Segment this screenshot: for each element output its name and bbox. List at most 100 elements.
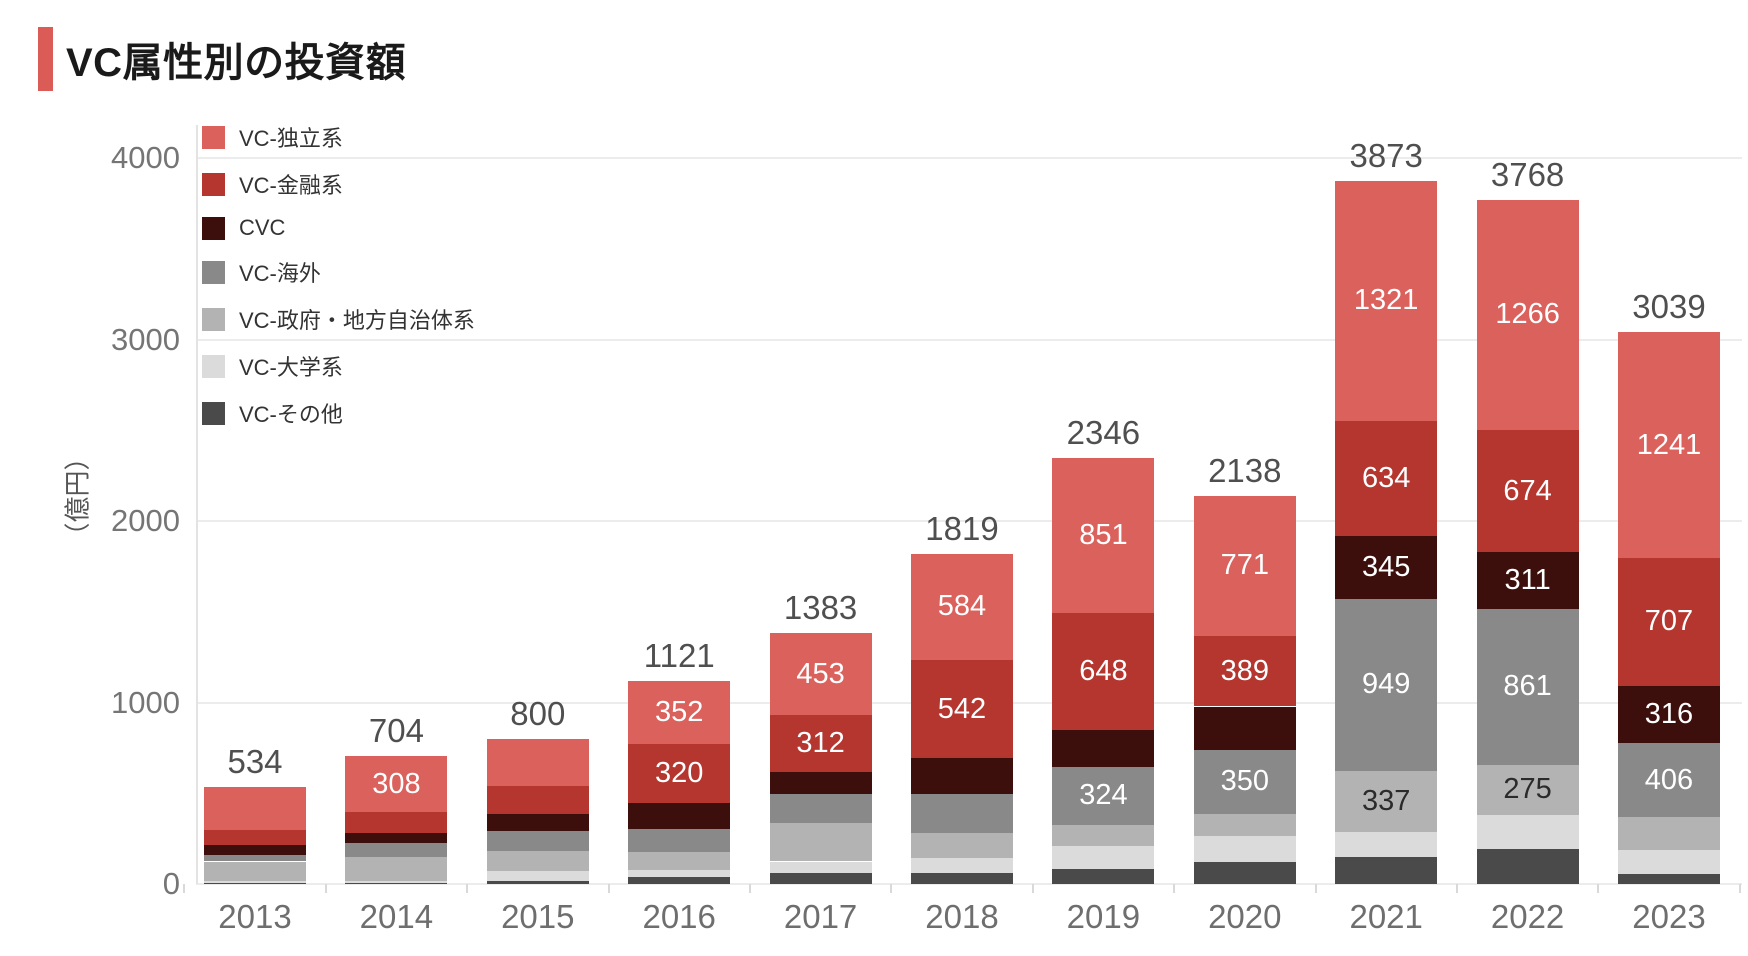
bar-segment-2016-VC-海外[interactable] bbox=[628, 829, 731, 853]
legend-label: VC-政府・地方自治体系 bbox=[239, 308, 475, 333]
bar-segment-2015-VC-政府・地方自治体系[interactable] bbox=[486, 851, 589, 872]
bar-segment-2015-CVC[interactable] bbox=[486, 814, 589, 832]
bar-segment-2016-VC-金融系[interactable]: 320 bbox=[628, 744, 731, 803]
bar-segment-2021-VC-独立系[interactable]: 1321 bbox=[1335, 181, 1438, 421]
bar-segment-2016-VC-大学系[interactable] bbox=[628, 870, 731, 877]
bar-segment-2023-VC-海外[interactable]: 406 bbox=[1618, 743, 1720, 818]
bar-segment-2020-VC-金融系[interactable]: 389 bbox=[1193, 635, 1296, 707]
bar-segment-2019-VC-政府・地方自治体系[interactable] bbox=[1052, 825, 1155, 846]
bar-segment-2022-VC-その他[interactable] bbox=[1476, 848, 1579, 884]
bar-segment-2017-CVC[interactable] bbox=[769, 771, 872, 794]
bar-segment-2023-CVC[interactable]: 316 bbox=[1618, 685, 1720, 744]
bar-segment-2022-VC-政府・地方自治体系[interactable]: 275 bbox=[1476, 764, 1579, 815]
bar-segment-2019-VC-海外[interactable]: 324 bbox=[1052, 766, 1155, 826]
bar-segment-2022-CVC[interactable]: 311 bbox=[1476, 552, 1579, 609]
bar-segment-2019-VC-大学系[interactable] bbox=[1052, 845, 1155, 869]
bar-segment-2022-VC-独立系[interactable]: 1266 bbox=[1476, 200, 1579, 430]
bar-segment-2014-CVC[interactable] bbox=[345, 833, 448, 843]
bar-2021: 337 949 345 634 1321 bbox=[1335, 181, 1438, 884]
bar-segment-2020-CVC[interactable] bbox=[1193, 706, 1296, 751]
bar-segment-2019-CVC[interactable] bbox=[1052, 730, 1155, 767]
legend-item-VC-政府・地方自治体系[interactable]: VC-政府・地方自治体系 bbox=[202, 303, 475, 335]
bar-segment-2015-VC-金融系[interactable] bbox=[486, 785, 589, 815]
total-label-2023: 3039 bbox=[1632, 288, 1706, 326]
y-tick-4000: 4000 bbox=[111, 140, 180, 175]
bar-segment-2018-VC-独立系[interactable]: 584 bbox=[911, 553, 1013, 660]
bar-segment-2018-CVC[interactable] bbox=[911, 758, 1013, 794]
bar-segment-2017-VC-政府・地方自治体系[interactable] bbox=[769, 823, 872, 862]
bar-segment-2013-VC-政府・地方自治体系[interactable] bbox=[204, 861, 306, 881]
bar-segment-2013-VC-大学系[interactable] bbox=[204, 880, 306, 883]
bar-segment-2015-VC-独立系[interactable] bbox=[486, 738, 589, 786]
bar-segment-2023-VC-その他[interactable] bbox=[1618, 874, 1720, 884]
bar-segment-2015-VC-大学系[interactable] bbox=[486, 871, 589, 882]
bar-segment-2022-VC-大学系[interactable] bbox=[1476, 814, 1579, 849]
bar-segment-2020-VC-大学系[interactable] bbox=[1193, 836, 1296, 862]
bar-segment-2018-VC-金融系[interactable]: 542 bbox=[911, 659, 1013, 759]
bar-segment-2017-VC-金融系[interactable]: 312 bbox=[769, 715, 872, 772]
bar-segment-2022-VC-海外[interactable]: 861 bbox=[1476, 608, 1579, 765]
bar-segment-2019-VC-金融系[interactable]: 648 bbox=[1052, 612, 1155, 731]
legend-item-VC-海外[interactable]: VC-海外 bbox=[202, 256, 475, 288]
bar-segment-2023-VC-金融系[interactable]: 707 bbox=[1618, 557, 1720, 686]
bar-segment-2017-VC-その他[interactable] bbox=[769, 873, 872, 884]
legend-item-VC-金融系[interactable]: VC-金融系 bbox=[202, 168, 475, 200]
bar-segment-2021-CVC[interactable]: 345 bbox=[1335, 535, 1438, 599]
bar-segment-2022-VC-金融系[interactable]: 674 bbox=[1476, 429, 1579, 553]
bar-segment-2013-VC-独立系[interactable] bbox=[204, 787, 306, 830]
bar-segment-2017-VC-独立系[interactable]: 453 bbox=[769, 632, 872, 716]
bar-segment-2018-VC-その他[interactable] bbox=[911, 872, 1013, 884]
segment-value-2019-VC-金融系: 648 bbox=[1079, 654, 1128, 687]
bar-segment-2018-VC-海外[interactable] bbox=[911, 793, 1013, 833]
bar-segment-2018-VC-政府・地方自治体系[interactable] bbox=[911, 832, 1013, 858]
bar-segment-2014-VC-政府・地方自治体系[interactable] bbox=[345, 857, 448, 881]
segment-value-2017-VC-金融系: 312 bbox=[796, 727, 845, 760]
bar-segment-2020-VC-海外[interactable]: 350 bbox=[1193, 750, 1296, 814]
bar-segment-2020-VC-政府・地方自治体系[interactable] bbox=[1193, 813, 1296, 837]
segment-value-2020-VC-独立系: 771 bbox=[1220, 549, 1269, 582]
bar-segment-2023-VC-大学系[interactable] bbox=[1618, 849, 1720, 875]
legend-item-VC-大学系[interactable]: VC-大学系 bbox=[202, 350, 475, 382]
bar-segment-2018-VC-大学系[interactable] bbox=[911, 857, 1013, 873]
bar-segment-2015-VC-その他[interactable] bbox=[486, 881, 589, 884]
bar-segment-2015-VC-海外[interactable] bbox=[486, 831, 589, 852]
bar-segment-2016-VC-その他[interactable] bbox=[628, 876, 731, 884]
bar-segment-2014-VC-その他[interactable] bbox=[345, 882, 448, 884]
bar-segment-2013-VC-金融系[interactable] bbox=[204, 829, 306, 845]
bar-segment-2020-VC-独立系[interactable]: 771 bbox=[1193, 495, 1296, 636]
bar-segment-2023-VC-独立系[interactable]: 1241 bbox=[1618, 332, 1720, 558]
bar-segment-2019-VC-その他[interactable] bbox=[1052, 868, 1155, 884]
bar-segment-2014-VC-独立系[interactable]: 308 bbox=[345, 756, 448, 813]
bar-segment-2014-VC-海外[interactable] bbox=[345, 842, 448, 858]
axis-tick-2015 bbox=[466, 884, 469, 893]
total-label-2013: 534 bbox=[227, 743, 283, 781]
bar-segment-2019-VC-独立系[interactable]: 851 bbox=[1052, 458, 1155, 613]
bar-segment-2021-VC-海外[interactable]: 949 bbox=[1335, 598, 1438, 771]
bar-segment-2021-VC-その他[interactable] bbox=[1335, 857, 1438, 884]
bar-segment-2014-VC-大学系[interactable] bbox=[345, 880, 448, 883]
gridline-4000 bbox=[196, 157, 1742, 159]
bar-segment-2013-VC-海外[interactable] bbox=[204, 854, 306, 862]
legend-item-VC-独立系[interactable]: VC-独立系 bbox=[202, 121, 475, 153]
bar-segment-2016-CVC[interactable] bbox=[628, 802, 731, 830]
bar-segment-2021-VC-大学系[interactable] bbox=[1335, 831, 1438, 858]
legend-item-VC-その他[interactable]: VC-その他 bbox=[202, 397, 475, 429]
bar-segment-2020-VC-その他[interactable] bbox=[1193, 861, 1296, 884]
bar-segment-2013-CVC[interactable] bbox=[204, 844, 306, 855]
segment-value-2022-VC-政府・地方自治体系: 275 bbox=[1503, 773, 1552, 806]
bar-segment-2021-VC-政府・地方自治体系[interactable]: 337 bbox=[1335, 770, 1438, 832]
legend-item-CVC[interactable]: CVC bbox=[202, 215, 475, 241]
bar-segment-2017-VC-海外[interactable] bbox=[769, 793, 872, 824]
bar-segment-2023-VC-政府・地方自治体系[interactable] bbox=[1618, 817, 1720, 850]
bar-segment-2016-VC-独立系[interactable]: 352 bbox=[628, 680, 731, 745]
total-label-2015: 800 bbox=[510, 694, 566, 732]
bar-segment-2014-VC-金融系[interactable] bbox=[345, 812, 448, 833]
x-tick-2016: 2016 bbox=[642, 898, 716, 935]
x-tick-2023: 2023 bbox=[1632, 898, 1706, 935]
bar-segment-2013-VC-その他[interactable] bbox=[204, 882, 306, 884]
bar-segment-2017-VC-大学系[interactable] bbox=[769, 861, 872, 874]
legend-label: VC-海外 bbox=[239, 261, 321, 286]
bar-segment-2021-VC-金融系[interactable]: 634 bbox=[1335, 420, 1438, 536]
bar-segment-2016-VC-政府・地方自治体系[interactable] bbox=[628, 852, 731, 871]
